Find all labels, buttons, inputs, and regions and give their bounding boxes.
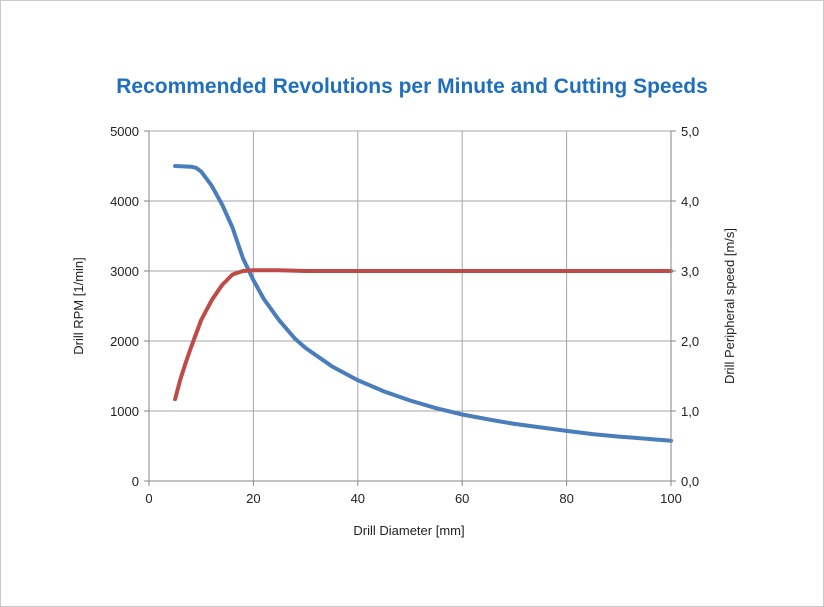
x-tick-label: 20: [246, 491, 260, 506]
series-layer: [173, 164, 673, 443]
y-tick-label: 5000: [110, 124, 139, 139]
x-tick-label: 80: [559, 491, 573, 506]
y-tick-label: 0: [132, 474, 139, 489]
x-tick-label: 100: [660, 491, 682, 506]
rpm-series-line: [173, 164, 673, 443]
y2-tick-label: 0,0: [681, 474, 699, 489]
y2-tick-label: 1,0: [681, 404, 699, 419]
x-axis-title: Drill Diameter [mm]: [353, 523, 464, 538]
x-tick-label: 60: [455, 491, 469, 506]
x-tick-label: 0: [145, 491, 152, 506]
y2-axis-title: Drill Peripheral speed [m/s]: [722, 228, 737, 384]
y2-tick-label: 4,0: [681, 194, 699, 209]
y2-tick-label: 5,0: [681, 124, 699, 139]
peripheral-speed-series-line: [173, 268, 673, 402]
chart-title: Recommended Revolutions per Minute and C…: [116, 75, 708, 98]
x-tick-label: 40: [351, 491, 365, 506]
y-tick-label: 4000: [110, 194, 139, 209]
y2-tick-label: 2,0: [681, 334, 699, 349]
y-axis-title: Drill RPM [1/min]: [71, 257, 86, 355]
axes: 0 0,0 1000 1,0 2000 2,0 3000 3,0 4000 4,0 5000 5,0 0…: [110, 124, 699, 506]
y-tick-label: 2000: [110, 334, 139, 349]
grid-lines: [149, 130, 671, 481]
y-tick-label: 3000: [110, 264, 139, 279]
y2-tick-label: 3,0: [681, 264, 699, 279]
y-tick-label: 1000: [110, 404, 139, 419]
